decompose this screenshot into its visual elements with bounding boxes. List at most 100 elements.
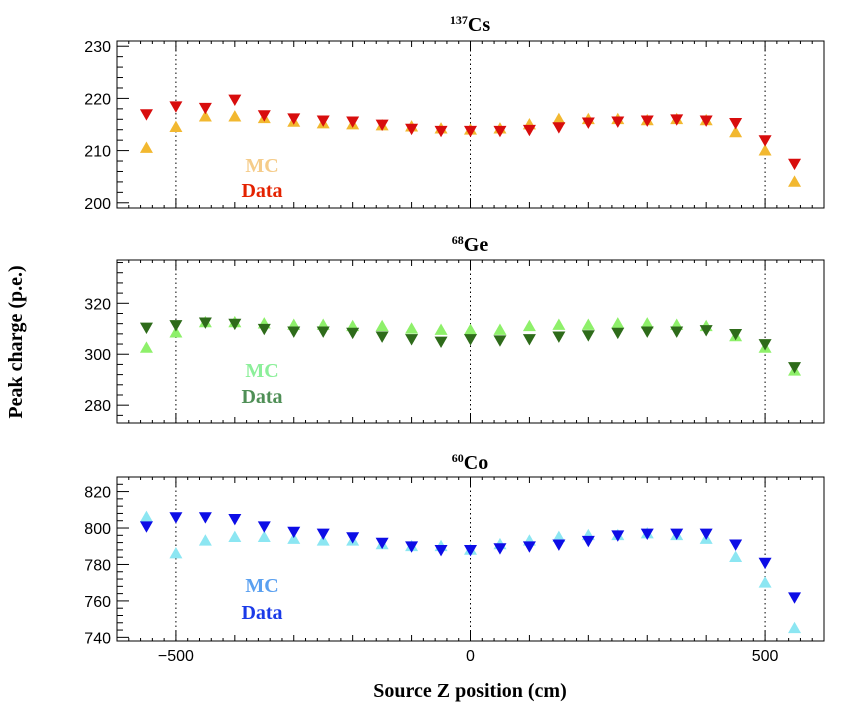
y-tick-label: 800 [84,521,111,538]
data-point [375,331,389,343]
data-point [257,110,271,122]
y-axis-label: Peak charge (p.e.) [5,265,27,418]
data-point [581,330,595,342]
data-point [405,322,419,334]
data-point [699,115,713,127]
y-tick-label: 820 [84,485,111,502]
data-point [670,528,684,540]
data-point [169,547,183,559]
data-point [552,122,566,134]
data-point [228,318,242,331]
data-point [434,323,448,335]
series-data-ge [139,317,802,374]
y-tick-label: 760 [84,594,111,611]
data-point [670,326,684,338]
data-point [169,120,183,132]
data-point [228,530,242,543]
panel-cs: 137Cs 200 210 220 230 MC Data [84,13,825,213]
data-point [788,362,802,374]
data-point [346,532,360,544]
data-point [464,334,477,346]
y-tick-label: 230 [84,39,111,56]
legend-entry-data: Data [241,386,282,408]
panel-title-element: Ge [464,234,489,256]
data-point [139,521,153,533]
data-point [198,317,212,329]
data-point [729,118,743,130]
x-tick-label: −500 [158,648,194,665]
panel-title-co: 60Co [452,451,488,474]
data-point [257,530,271,543]
data-point [493,125,507,138]
data-point [493,543,507,555]
data-point [375,537,389,550]
data-point [228,514,242,526]
data-point [139,141,153,153]
panel-co: 60Co 740 760 780 800 820 −500 0 500 MC Data [84,451,825,665]
data-point [581,318,595,330]
data-point [316,326,330,338]
y-tick-label: 300 [84,347,111,364]
panel-title-element: Cs [468,14,490,36]
data-point [169,512,183,524]
y-tick-label: 280 [84,398,111,415]
data-point [287,526,301,539]
data-point [434,336,448,348]
data-point [434,125,448,138]
y-tick-label: 780 [84,557,111,574]
y-tick-label: 210 [84,144,111,161]
x-tick-label: 0 [466,648,475,665]
data-point [434,545,448,557]
data-point [139,510,153,522]
data-point [581,117,595,129]
data-point [758,339,772,351]
data-point [228,110,242,122]
data-point [640,317,654,329]
data-point [552,112,566,125]
chart-panels: 137Cs 200 210 220 230 MC Data 68Ge 280 300 320 MC Da… [84,13,825,665]
data-point [729,550,743,563]
data-point [169,101,183,113]
data-point [375,119,389,131]
data-point [611,116,625,128]
series-mc-cs [139,110,802,187]
data-point [788,175,802,187]
data-point [552,530,566,543]
data-point [758,144,772,156]
data-point [287,113,301,125]
data-point [287,326,301,338]
data-point [139,109,153,121]
data-point [640,115,654,127]
data-point [228,94,242,106]
data-point [729,328,743,341]
legend-entry-mc: MC [245,575,278,597]
legend-entry-mc: MC [245,360,278,382]
data-point [670,114,684,126]
panel-title-superscript: 137 [450,13,468,27]
data-point [405,123,419,136]
data-point [198,534,212,546]
legend-entry-mc: MC [245,155,278,177]
data-point [169,326,183,338]
data-point [493,323,507,335]
legend-entry-data: Data [241,180,282,202]
data-point [198,512,212,524]
data-point [640,528,654,540]
data-point [699,528,713,540]
y-tick-label: 200 [84,196,111,213]
data-point [316,528,330,540]
y-tick-label: 740 [84,630,111,647]
panel-title-element: Co [464,452,488,474]
data-point [729,539,743,551]
y-tick-label: 320 [84,296,111,313]
data-point [316,115,330,127]
data-point [611,317,625,329]
data-point [788,158,802,171]
data-point [758,576,772,588]
panel-title-ge: 68Ge [452,233,489,256]
data-point [375,319,389,332]
data-point [346,327,360,340]
data-point [552,318,566,330]
y-tick-label: 220 [84,91,111,108]
